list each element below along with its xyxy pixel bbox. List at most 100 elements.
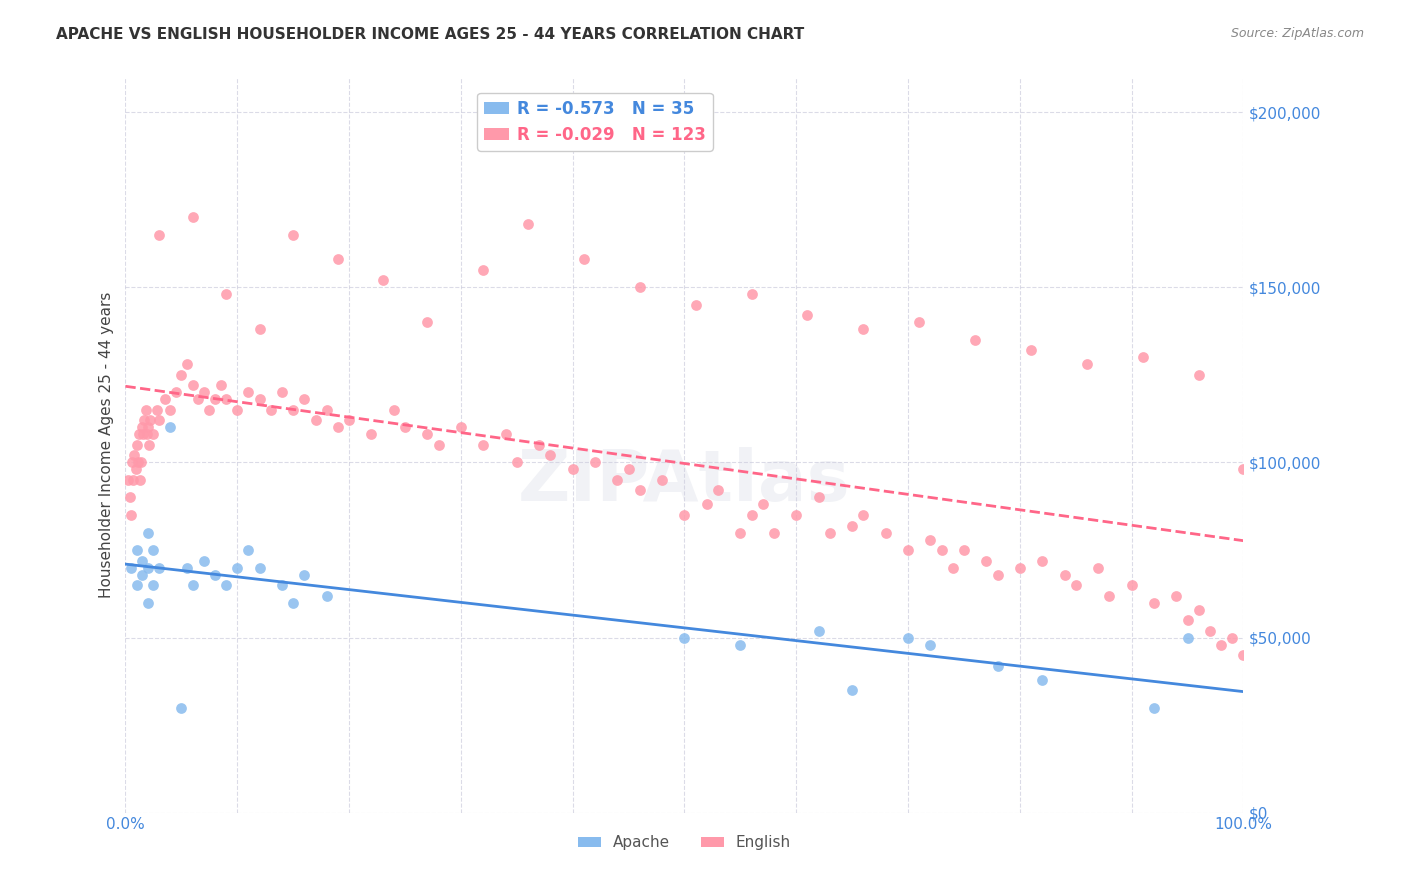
Point [1019,343,1042,358]
Point [617,462,640,476]
Point [209,378,232,392]
Point [841,518,863,533]
Point [142,578,165,592]
Point [920,638,942,652]
Point [148,413,170,427]
Point [1098,589,1121,603]
Point [1232,648,1254,662]
Point [516,218,538,232]
Point [920,533,942,547]
Point [124,462,146,476]
Point [818,525,841,540]
Point [382,403,405,417]
Point [942,560,965,574]
Point [118,491,141,505]
Point [394,420,416,434]
Point [187,392,209,407]
Point [139,413,162,427]
Point [215,578,238,592]
Point [238,385,260,400]
Point [127,455,149,469]
Point [124,449,146,463]
Point [1031,673,1053,687]
Point [762,525,785,540]
Point [315,403,337,417]
Point [136,420,159,434]
Point [121,455,143,469]
Point [170,368,193,382]
Point [1143,595,1166,609]
Point [472,263,495,277]
Point [1064,578,1087,592]
Point [271,578,294,592]
Point [751,498,773,512]
Point [129,455,152,469]
Point [131,553,153,567]
Point [136,560,159,574]
Point [606,473,628,487]
Point [986,658,1008,673]
Point [741,508,763,522]
Point [204,392,226,407]
Point [136,595,159,609]
Point [875,525,897,540]
Point [1199,624,1222,638]
Point [416,316,439,330]
Point [796,309,818,323]
Point [1209,638,1232,652]
Point [730,525,752,540]
Point [120,560,142,574]
Point [785,508,807,522]
Point [198,403,221,417]
Point [326,420,349,434]
Point [292,567,315,582]
Point [142,543,165,558]
Point [1008,560,1031,574]
Point [249,392,271,407]
Point [1143,700,1166,714]
Point [807,491,830,505]
Point [135,403,157,417]
Point [1031,553,1053,567]
Point [472,438,495,452]
Point [1121,578,1143,592]
Point [628,483,651,498]
Point [1188,368,1211,382]
Point [129,473,152,487]
Point [131,420,153,434]
Point [965,333,987,347]
Point [730,638,752,652]
Point [153,392,176,407]
Point [181,578,204,592]
Point [651,473,673,487]
Point [741,287,763,301]
Point [181,378,204,392]
Point [685,298,707,312]
Point [326,252,349,267]
Point [125,578,148,592]
Point [1076,358,1098,372]
Point [807,624,830,638]
Point [170,700,193,714]
Point [707,483,730,498]
Point [260,403,283,417]
Y-axis label: Householder Income Ages 25 - 44 years: Householder Income Ages 25 - 44 years [100,292,114,599]
Point [1166,589,1188,603]
Point [138,438,160,452]
Point [238,543,260,558]
Point [572,252,595,267]
Point [283,227,305,242]
Point [1087,560,1109,574]
Point [1053,567,1076,582]
Point [1177,631,1199,645]
Point [931,543,953,558]
Point [204,567,226,582]
Legend: R = -0.573   N = 35, R = -0.029   N = 123: R = -0.573 N = 35, R = -0.029 N = 123 [477,93,713,151]
Point [148,227,170,242]
Point [125,438,148,452]
Point [1132,351,1154,365]
Point [337,413,360,427]
Point [271,385,294,400]
Point [193,553,215,567]
Point [148,560,170,574]
